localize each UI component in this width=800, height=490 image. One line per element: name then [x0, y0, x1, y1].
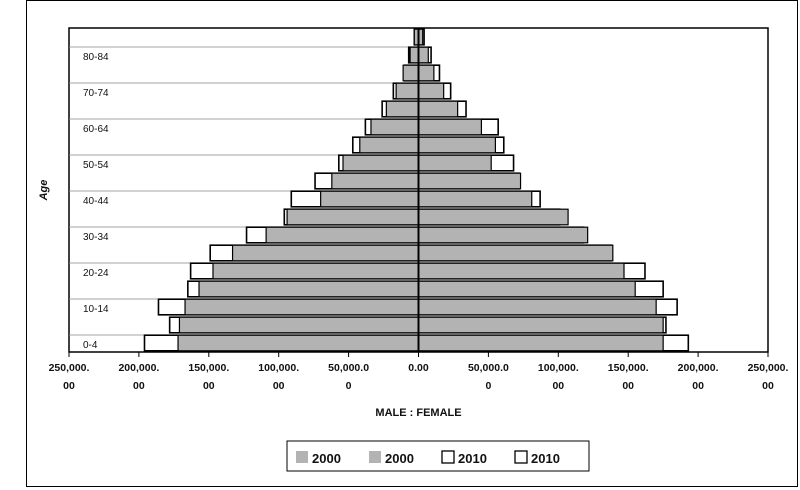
bar-male-2000-75-79	[402, 64, 420, 82]
bar-female-2000-35-39	[417, 208, 569, 226]
bar-female-2000-5-9	[417, 316, 664, 334]
bar-male-2000-55-59	[359, 136, 420, 154]
bar-male-2000-70-74	[395, 82, 420, 100]
x-tick-label: 250,000.	[49, 362, 90, 374]
bar-female-2000-45-49	[417, 172, 522, 190]
legend-label: 2000	[385, 451, 414, 466]
x-tick-label: 200,000.	[678, 362, 719, 374]
bar-female-2000-0-4	[417, 334, 664, 352]
x-tick-label: 150,000.	[188, 362, 229, 374]
bar-female-2000-40-44	[417, 190, 533, 208]
x-tick-label-line2: 00	[552, 380, 564, 392]
category-label: 20-24	[83, 268, 109, 279]
bar-male-2000-30-34	[265, 226, 420, 244]
legend-label: 2010	[531, 451, 560, 466]
bar-male-2000-25-29	[231, 244, 420, 262]
category-label: 30-34	[83, 232, 109, 243]
category-label: 0-4	[83, 340, 98, 351]
x-tick-label-line2: 00	[622, 380, 634, 392]
x-tick-label-line2: 0	[346, 380, 352, 392]
x-tick-label-line2: 00	[762, 380, 774, 392]
x-tick-label-line2: 00	[692, 380, 704, 392]
bar-male-2000-60-64	[370, 118, 420, 136]
category-label: 50-54	[83, 160, 109, 171]
x-tick-label: 0.00	[408, 362, 429, 374]
bar-female-2000-75-79	[417, 64, 435, 82]
bar-male-2000-10-14	[184, 298, 420, 316]
bar-male-2000-65-69	[385, 100, 420, 118]
category-label: 60-64	[83, 124, 109, 135]
x-tick-label: 50,000.0	[468, 362, 509, 374]
x-axis-label: MALE : FEMALE	[375, 407, 461, 419]
legend-swatch	[514, 450, 528, 464]
legend-label: 2000	[312, 451, 341, 466]
bar-female-2000-10-14	[417, 298, 657, 316]
category-label: 80-84	[83, 52, 109, 63]
bar-female-2000-55-59	[417, 136, 496, 154]
bar-female-2000-65-69	[417, 100, 459, 118]
legend-box	[286, 440, 590, 472]
bar-male-2000-15-19	[198, 280, 420, 298]
x-tick-label-line2: 00	[63, 380, 75, 392]
bar-female-2000-15-19	[417, 280, 636, 298]
bar-male-2000-80-84	[409, 46, 420, 64]
legend-label: 2010	[458, 451, 487, 466]
x-tick-label: 250,000.	[748, 362, 789, 374]
x-tick-label-line2: 00	[203, 380, 215, 392]
bar-male-2000-5-9	[178, 316, 420, 334]
bar-female-2000-70-74	[417, 82, 445, 100]
x-tick-label: 200,000.	[118, 362, 159, 374]
category-label: 10-14	[83, 304, 109, 315]
y-axis-label: Age	[38, 180, 50, 202]
x-tick-label-line2: 00	[133, 380, 145, 392]
bar-male-2000-35-39	[286, 208, 420, 226]
bar-female-2000-80-84	[417, 46, 429, 64]
legend-swatch	[441, 450, 455, 464]
bar-male-2000-50-54	[342, 154, 420, 172]
bar-male-2000-0-4	[177, 334, 420, 352]
x-tick-label: 150,000.	[608, 362, 649, 374]
x-tick-label-line2: 00	[273, 380, 285, 392]
bar-female-2000-30-34	[417, 226, 589, 244]
x-tick-label-line2: 0	[485, 380, 491, 392]
bar-male-2000-40-44	[320, 190, 420, 208]
x-tick-label: 50,000.0	[328, 362, 369, 374]
x-tick-label: 100,000.	[258, 362, 299, 374]
legend-swatch	[369, 451, 381, 463]
bar-female-2000-50-54	[417, 154, 492, 172]
bar-male-2000-20-24	[212, 262, 420, 280]
bar-female-2000-60-64	[417, 118, 483, 136]
category-label: 70-74	[83, 88, 109, 99]
legend-swatch	[296, 451, 308, 463]
bar-female-2000-25-29	[417, 244, 614, 262]
x-tick-label: 100,000.	[538, 362, 579, 374]
category-label: 40-44	[83, 196, 109, 207]
bar-female-2000-20-24	[417, 262, 625, 280]
bar-male-2000-45-49	[331, 172, 420, 190]
